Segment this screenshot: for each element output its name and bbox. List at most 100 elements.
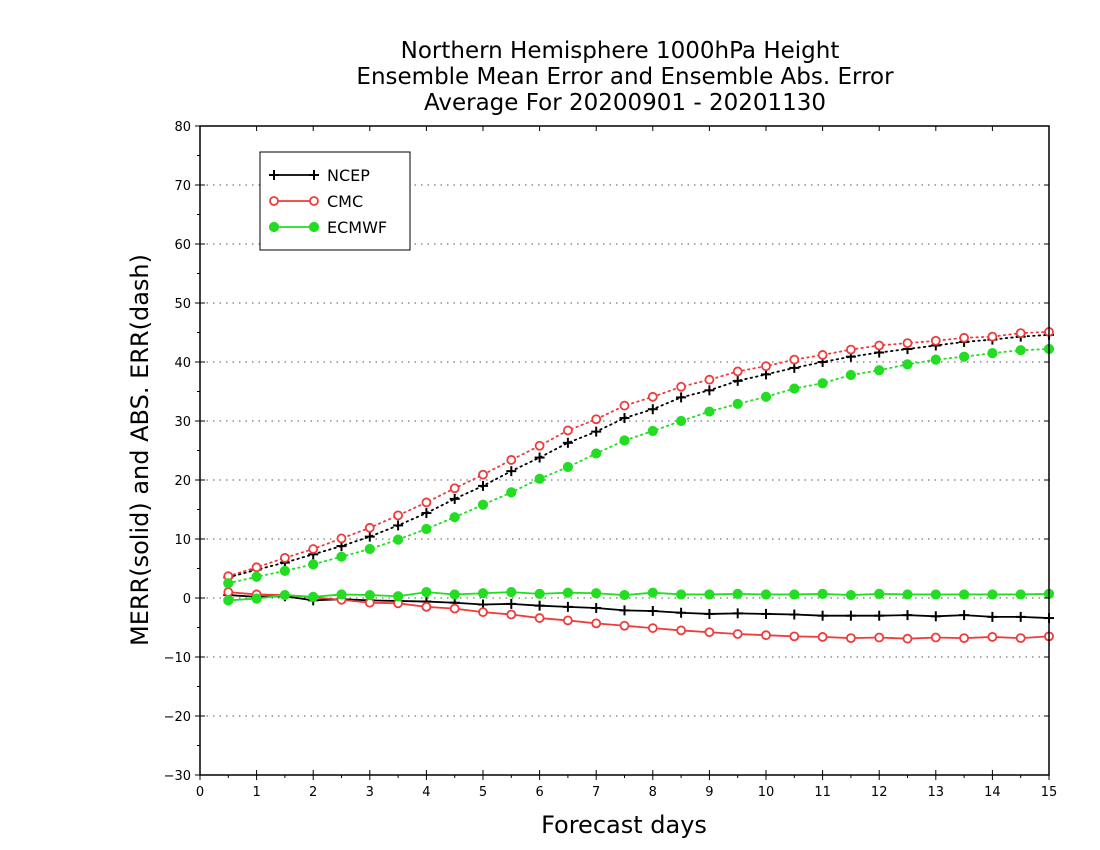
- y-tick-label: 20: [174, 474, 191, 489]
- cmc-abs-error-point: [874, 340, 885, 351]
- legend-item-ncep: NCEP: [269, 166, 370, 185]
- ecmwf-mean-error-point: [959, 589, 970, 600]
- series-ecmwf: [223, 343, 1055, 606]
- cmc-mean-error-point: [563, 615, 573, 626]
- ncep-mean-error-point: [506, 598, 517, 609]
- ecmwf-abs-error-point: [817, 378, 828, 389]
- cmc-mean-error-point: [449, 603, 460, 614]
- ecmwf-abs-error-point: [959, 351, 970, 362]
- cmc-abs-error-point: [732, 366, 743, 377]
- x-tick-label: 2: [309, 785, 317, 800]
- title-line-3: Average For 20200901 - 20201130: [424, 90, 826, 116]
- ncep-mean-error-point: [676, 607, 687, 618]
- ncep-mean-error-point: [591, 603, 602, 614]
- cmc-mean-error-point: [223, 587, 234, 597]
- cmc-mean-error-point: [676, 625, 686, 636]
- ecmwf-mean-error-point: [845, 589, 857, 601]
- ecmwf-abs-error-point: [760, 391, 772, 402]
- x-tick-label: 11: [814, 785, 831, 800]
- x-tick-label: 0: [196, 785, 204, 800]
- ncep-mean-error-point: [1015, 611, 1026, 622]
- y-tick-label: 30: [174, 415, 191, 430]
- ecmwf-abs-error-point: [449, 512, 460, 523]
- ecmwf-abs-error-point: [987, 348, 998, 359]
- legend-marker: [269, 196, 279, 206]
- ecmwf-mean-error-point: [619, 589, 630, 601]
- y-tick-label: 50: [174, 297, 191, 312]
- x-axis-tick-labels: 0 1 2 3 4 5 6 7 8 9 10 11 12 13 14 15: [196, 785, 1057, 800]
- y-tick-label: 10: [174, 533, 191, 548]
- ecmwf-mean-error-point: [902, 589, 913, 600]
- ecmwf-mean-error-point: [308, 591, 319, 602]
- ecmwf-abs-error-point: [251, 571, 262, 582]
- ncep-mean-error-point: [704, 608, 715, 619]
- ecmwf-mean-error-point: [223, 595, 234, 606]
- ecmwf-mean-error-point: [647, 587, 658, 598]
- ecmwf-abs-error-point: [845, 369, 857, 381]
- x-tick-label: 7: [592, 785, 600, 800]
- ecmwf-abs-error-point: [874, 365, 885, 376]
- cmc-abs-error-point: [336, 533, 347, 544]
- ecmwf-abs-error-point: [308, 559, 319, 570]
- cmc-abs-error-point: [959, 332, 969, 343]
- x-tick-label: 10: [758, 785, 775, 800]
- ncep-abs-error-point: [704, 385, 715, 396]
- cmc-abs-error-point: [308, 544, 319, 554]
- ncep-mean-error-point: [959, 610, 970, 621]
- ncep-mean-error-point: [562, 601, 573, 612]
- ecmwf-mean-error-point: [506, 587, 517, 598]
- cmc-mean-error-point: [478, 607, 488, 618]
- ecmwf-mean-error-point: [760, 589, 772, 600]
- cmc-abs-error-point: [789, 354, 800, 365]
- cmc-abs-error-point: [421, 497, 432, 508]
- legend-marker: [309, 170, 319, 180]
- cmc-abs-error-point: [1015, 328, 1026, 338]
- cmc-abs-error-point: [817, 350, 828, 360]
- x-tick-label: 9: [705, 785, 713, 800]
- x-tick-label: 5: [479, 785, 487, 800]
- y-tick-label: 60: [174, 238, 191, 253]
- y-tick-label: 80: [174, 120, 191, 135]
- y-tick-label: −20: [164, 710, 191, 725]
- legend-label-cmc: CMC: [327, 192, 363, 211]
- ecmwf-abs-error-point: [1015, 345, 1026, 356]
- ecmwf-mean-error-point: [251, 593, 262, 604]
- cmc-abs-error-point: [846, 344, 856, 355]
- ecmwf-abs-error-line: [227, 348, 1050, 585]
- ncep-mean-error-point: [647, 605, 658, 616]
- cmc-mean-error-point: [761, 630, 771, 641]
- cmc-abs-error-point: [676, 381, 686, 392]
- ncep-mean-error-point: [761, 608, 771, 619]
- ecmwf-abs-error-point: [393, 534, 404, 545]
- y-tick-label: −10: [164, 651, 191, 666]
- cmc-mean-error-point: [647, 623, 658, 633]
- ecmwf-abs-error-point: [647, 425, 658, 437]
- series-ncep: [223, 329, 1054, 624]
- cmc-abs-error-point: [647, 391, 658, 402]
- ncep-abs-error-point: [619, 413, 630, 424]
- ncep-mean-error-point: [817, 610, 828, 621]
- ecmwf-mean-error-point: [449, 589, 460, 600]
- x-tick-label: 13: [928, 785, 945, 800]
- ncep-abs-error-point: [732, 375, 743, 386]
- cmc-mean-error-point: [846, 633, 856, 644]
- cmc-abs-error-point: [506, 455, 517, 465]
- gridlines: [200, 184, 1049, 717]
- title-line-2: Ensemble Mean Error and Ensemble Abs. Er…: [356, 64, 894, 90]
- ecmwf-mean-error-point: [1015, 589, 1026, 600]
- legend-item-cmc: CMC: [269, 192, 363, 211]
- ecmwf-mean-error-point: [591, 588, 602, 599]
- ncep-abs-error-point: [534, 452, 545, 463]
- ecmwf-mean-error-point: [279, 589, 290, 601]
- ecmwf-mean-error-point: [817, 588, 828, 599]
- cmc-abs-error-line: [227, 331, 1050, 578]
- ecmwf-mean-error-point: [421, 587, 432, 598]
- cmc-mean-error-point: [591, 618, 602, 629]
- cmc-abs-error-point: [534, 440, 545, 451]
- y-tick-label: 40: [174, 356, 191, 371]
- ncep-abs-error-point: [591, 426, 602, 437]
- ecmwf-mean-error-point: [393, 591, 404, 602]
- cmc-mean-error-point: [421, 601, 432, 612]
- x-tick-label: 14: [984, 785, 1001, 800]
